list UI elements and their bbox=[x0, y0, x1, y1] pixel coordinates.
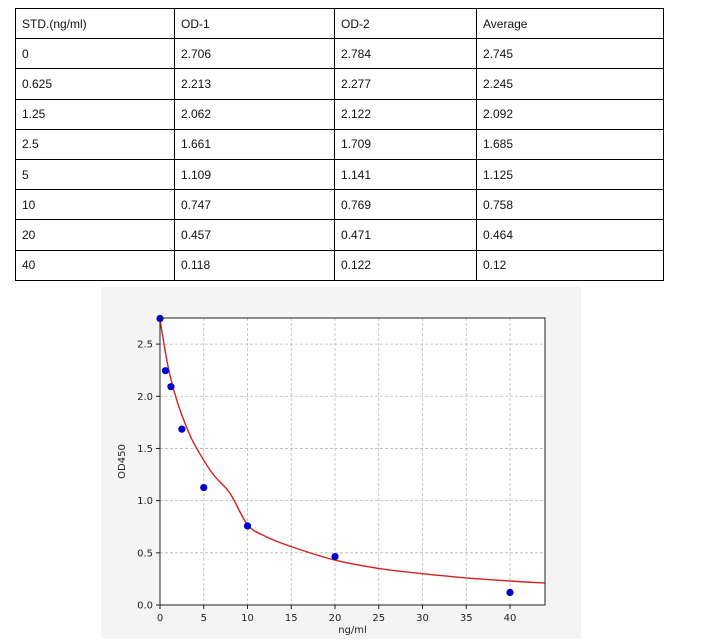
y-tick-label: 2.0 bbox=[137, 392, 153, 403]
x-axis-label: ng/ml bbox=[338, 625, 367, 636]
cell-od1: 0.118 bbox=[174, 249, 335, 281]
header-od1: OD-1 bbox=[174, 7, 335, 40]
axis-ticks: 0 5 10 15 20 25 30 35 40 0.0 0.5 1.0 1.5 2.0 2.5 bbox=[137, 340, 516, 624]
table-row: 10 0.747 0.769 0.758 bbox=[15, 189, 664, 221]
data-point bbox=[331, 552, 339, 561]
cell-average: 1.685 bbox=[476, 128, 664, 160]
cell-average: 2.092 bbox=[476, 98, 664, 130]
cell-std: 20 bbox=[15, 219, 175, 251]
cell-average: 2.745 bbox=[476, 38, 664, 70]
cell-average: 0.758 bbox=[476, 189, 664, 221]
x-tick-label: 5 bbox=[201, 613, 207, 624]
table-row: 40 0.118 0.122 0.12 bbox=[15, 249, 664, 281]
cell-od2: 0.471 bbox=[334, 219, 477, 251]
cell-std: 0 bbox=[15, 38, 175, 70]
plot-area bbox=[160, 318, 545, 605]
data-point bbox=[506, 588, 514, 597]
table-row: 20 0.457 0.471 0.464 bbox=[15, 219, 664, 251]
standards-table: STD.(ng/ml) OD-1 OD-2 Average 0 2.706 2.… bbox=[15, 7, 664, 281]
cell-average: 0.464 bbox=[476, 219, 664, 251]
standard-curve-chart: 0 5 10 15 20 25 30 35 40 0.0 0.5 1.0 1.5 2.0 2.5 ng/ml… bbox=[101, 287, 581, 639]
data-point bbox=[243, 522, 252, 530]
x-tick-label: 40 bbox=[504, 613, 517, 624]
table-row: 5 1.109 1.141 1.125 bbox=[15, 158, 664, 191]
table-header-row: STD.(ng/ml) OD-1 OD-2 Average bbox=[15, 7, 664, 40]
cell-od1: 1.661 bbox=[174, 128, 335, 160]
cell-od2: 1.709 bbox=[334, 128, 477, 160]
x-tick-label: 30 bbox=[416, 613, 429, 624]
cell-od1: 2.213 bbox=[174, 68, 335, 100]
cell-od1: 0.747 bbox=[174, 189, 335, 221]
x-tick-label: 15 bbox=[285, 613, 298, 624]
cell-od1: 2.706 bbox=[174, 38, 335, 70]
cell-std: 5 bbox=[15, 158, 175, 191]
table-row: 1.25 2.062 2.122 2.092 bbox=[15, 98, 664, 130]
cell-od1: 2.062 bbox=[174, 98, 335, 130]
y-tick-label: 1.0 bbox=[137, 496, 153, 507]
cell-average: 2.245 bbox=[476, 68, 664, 100]
fitted-curve bbox=[159, 319, 546, 584]
data-point bbox=[167, 383, 175, 391]
cell-od1: 0.457 bbox=[174, 219, 335, 251]
y-tick-label: 2.5 bbox=[137, 340, 153, 351]
data-points bbox=[156, 314, 514, 597]
y-axis-label: OD450 bbox=[117, 444, 128, 479]
cell-od2: 2.784 bbox=[334, 38, 477, 70]
data-point bbox=[178, 425, 186, 433]
cell-std: 0.625 bbox=[15, 68, 175, 100]
y-tick-label: 0.0 bbox=[137, 601, 153, 612]
cell-std: 40 bbox=[15, 249, 175, 281]
cell-od2: 1.141 bbox=[334, 158, 477, 191]
cell-average: 0.12 bbox=[476, 249, 664, 281]
table-row: 0.625 2.213 2.277 2.245 bbox=[15, 68, 664, 100]
cell-std: 10 bbox=[15, 189, 175, 221]
cell-od2: 2.122 bbox=[334, 98, 477, 130]
cell-std: 1.25 bbox=[15, 98, 175, 130]
x-tick-label: 25 bbox=[372, 613, 385, 624]
data-point bbox=[200, 483, 208, 492]
table-row: 0 2.706 2.784 2.745 bbox=[15, 38, 664, 70]
y-tick-label: 1.5 bbox=[137, 444, 153, 455]
cell-od1: 1.109 bbox=[174, 158, 335, 191]
cell-std: 2.5 bbox=[15, 128, 175, 160]
table-row: 2.5 1.661 1.709 1.685 bbox=[15, 128, 664, 160]
cell-od2: 2.277 bbox=[334, 68, 477, 100]
chart-canvas: 0 5 10 15 20 25 30 35 40 0.0 0.5 1.0 1.5 2.0 2.5 ng/ml… bbox=[117, 314, 546, 636]
cell-od2: 0.769 bbox=[334, 189, 477, 221]
x-tick-label: 0 bbox=[157, 613, 163, 624]
cell-od2: 0.122 bbox=[334, 249, 477, 281]
x-tick-label: 10 bbox=[241, 613, 254, 624]
y-tick-label: 0.5 bbox=[137, 548, 153, 559]
header-od2: OD-2 bbox=[334, 7, 477, 40]
x-tick-label: 20 bbox=[329, 613, 342, 624]
plot-frame bbox=[159, 317, 546, 606]
x-tick-label: 35 bbox=[460, 613, 473, 624]
cell-average: 1.125 bbox=[476, 158, 664, 191]
header-std: STD.(ng/ml) bbox=[15, 7, 175, 40]
header-average: Average bbox=[476, 7, 664, 40]
data-point bbox=[161, 367, 170, 375]
